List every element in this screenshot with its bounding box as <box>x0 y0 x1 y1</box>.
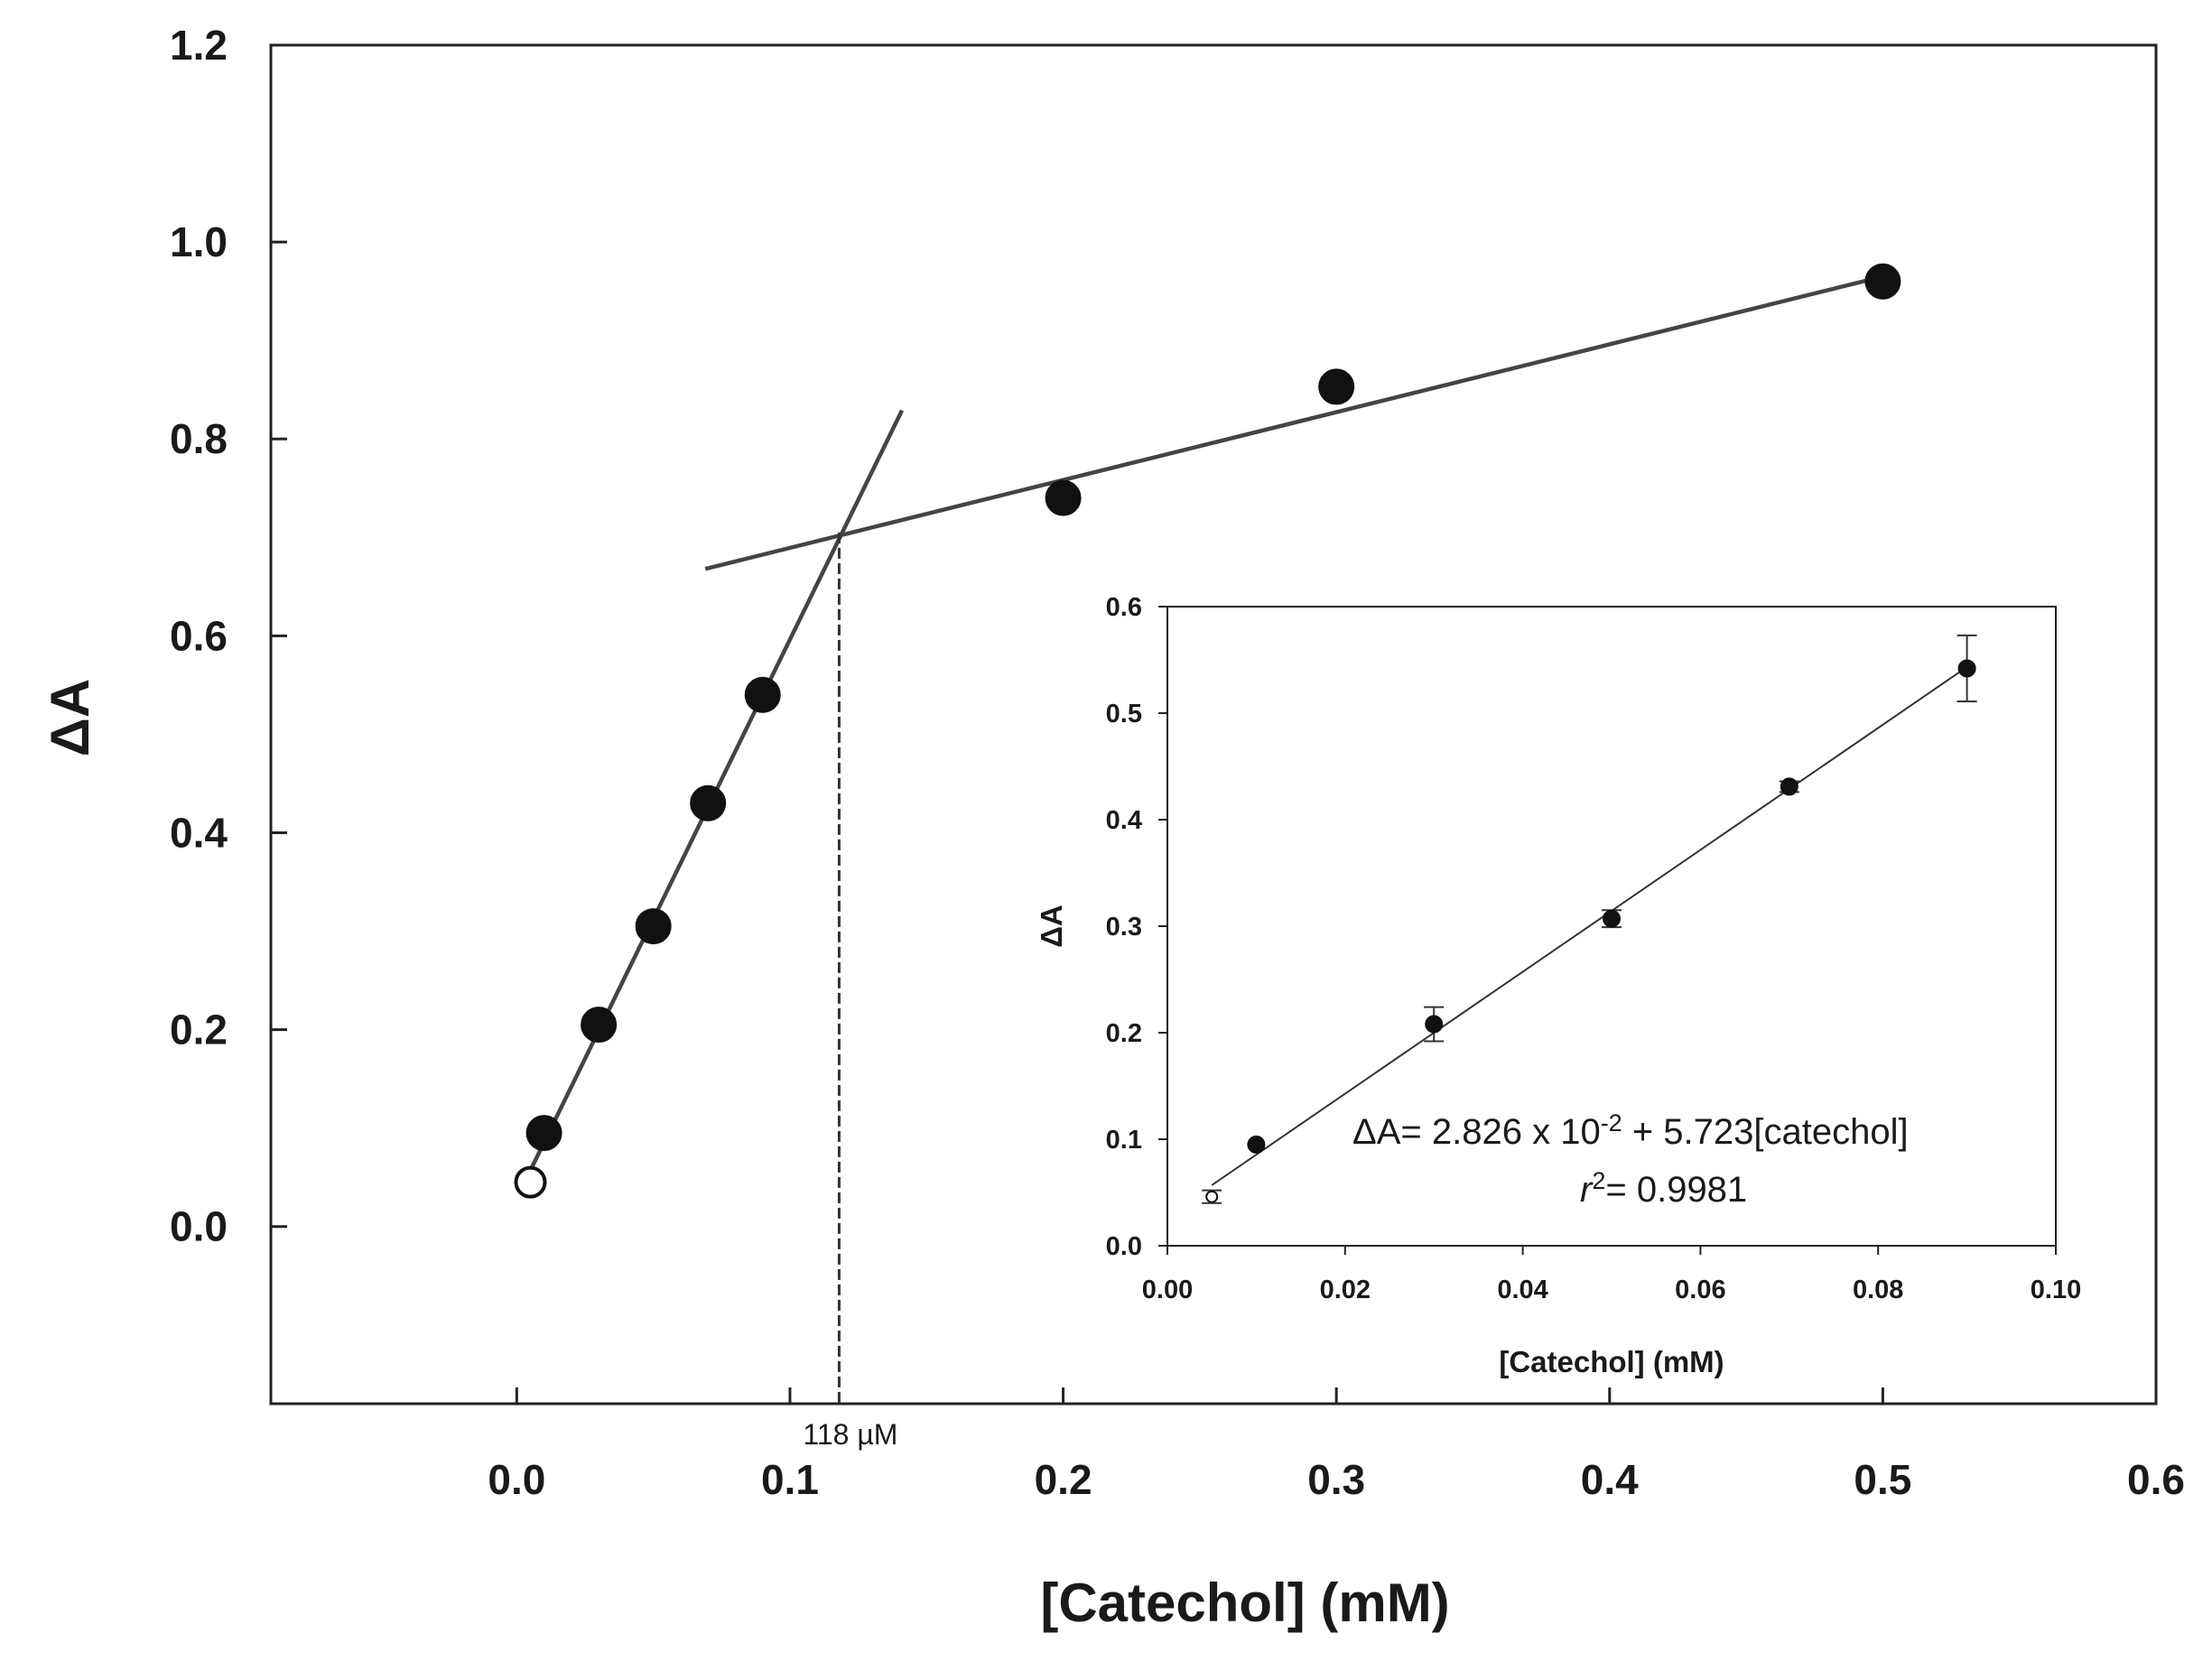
inset-y-axis-label: ΔA <box>1035 905 1068 948</box>
main-x-tick-label: 0.4 <box>1581 1456 1639 1503</box>
inset-y-tick-label: 0.0 <box>1106 1232 1142 1261</box>
main-y-tick-label: 0.4 <box>170 809 228 856</box>
inset-x-tick-label: 0.02 <box>1320 1276 1371 1304</box>
inset-data-point <box>1780 777 1798 796</box>
main-data-point <box>744 676 781 713</box>
inset-fit-line <box>1211 666 1968 1186</box>
inset-x-tick-label: 0.06 <box>1675 1276 1725 1304</box>
main-data-point <box>1045 479 1082 516</box>
main-plot-frame <box>269 43 2158 1406</box>
main-y-tick-label: 0.8 <box>170 415 228 462</box>
intersection-label: 118 µM <box>803 1418 897 1451</box>
inset-data-point <box>1425 1015 1444 1034</box>
inset-x-tick-label: 0.10 <box>2031 1276 2081 1304</box>
main-x-tick-label: 0.3 <box>1307 1456 1365 1503</box>
inset-y-tick-label: 0.1 <box>1106 1126 1142 1155</box>
main-x-axis-label: [Catechol] (mM) <box>1040 1573 1449 1633</box>
main-x-tick-label: 0.5 <box>1854 1456 1911 1503</box>
inset-y-tick-label: 0.2 <box>1106 1019 1142 1048</box>
inset-x-tick-label: 0.04 <box>1497 1276 1547 1304</box>
main-y-tick-label: 0.6 <box>170 612 228 659</box>
inset-data-point <box>1957 659 1976 678</box>
inset-x-axis-label: [Catechol] (mM) <box>1499 1345 1724 1378</box>
inset-y-tick-label: 0.6 <box>1106 593 1142 622</box>
inset-y-tick-label: 0.4 <box>1106 806 1142 835</box>
main-x-tick-label: 0.1 <box>761 1456 819 1503</box>
inset-data-point <box>1603 909 1621 928</box>
main-y-tick-label: 1.0 <box>170 218 228 265</box>
main-y-axis-label: ΔA <box>40 679 100 756</box>
main-x-tick-label: 0.2 <box>1035 1456 1092 1503</box>
main-data-point <box>525 1115 562 1152</box>
main-y-tick-label: 0.2 <box>170 1007 228 1053</box>
inset-open-point <box>1205 1190 1219 1203</box>
main-data-point <box>581 1007 618 1044</box>
main-y-tick-label: 1.2 <box>170 22 228 69</box>
inset-y-tick-label: 0.5 <box>1106 700 1142 728</box>
inset-y-tick-label: 0.3 <box>1106 913 1142 942</box>
inset-r-squared: r2= 0.9981 <box>1580 1167 1747 1210</box>
main-x-tick-label: 0.6 <box>2127 1456 2185 1503</box>
inset-x-tick-label: 0.00 <box>1142 1276 1193 1304</box>
inset-plot: 0.0 0.1 0.2 0.3 0.4 0.5 0.6 0.00 0.02 0.04 0.06 0.0… <box>1035 593 2081 1378</box>
main-data-point <box>1864 263 1901 300</box>
main-y-tick-label: 0.0 <box>170 1203 228 1250</box>
inset-equation: ΔA= 2.826 x 10-2 + 5.723[catechol] <box>1352 1109 1909 1152</box>
main-fit-line <box>704 274 1883 571</box>
main-data-point <box>1318 368 1355 405</box>
main-x-tick-label: 0.0 <box>488 1456 545 1503</box>
main-data-point <box>690 784 727 821</box>
inset-x-tick-label: 0.08 <box>1853 1276 1903 1304</box>
inset-data-point <box>1247 1135 1266 1154</box>
main-data-point <box>635 908 672 945</box>
main-open-point <box>514 1165 547 1199</box>
main-plot: 0.00.20.40.60.81.01.20.0 0.1 0.2 0.3 0.4 0.5 0… <box>40 22 2185 1633</box>
